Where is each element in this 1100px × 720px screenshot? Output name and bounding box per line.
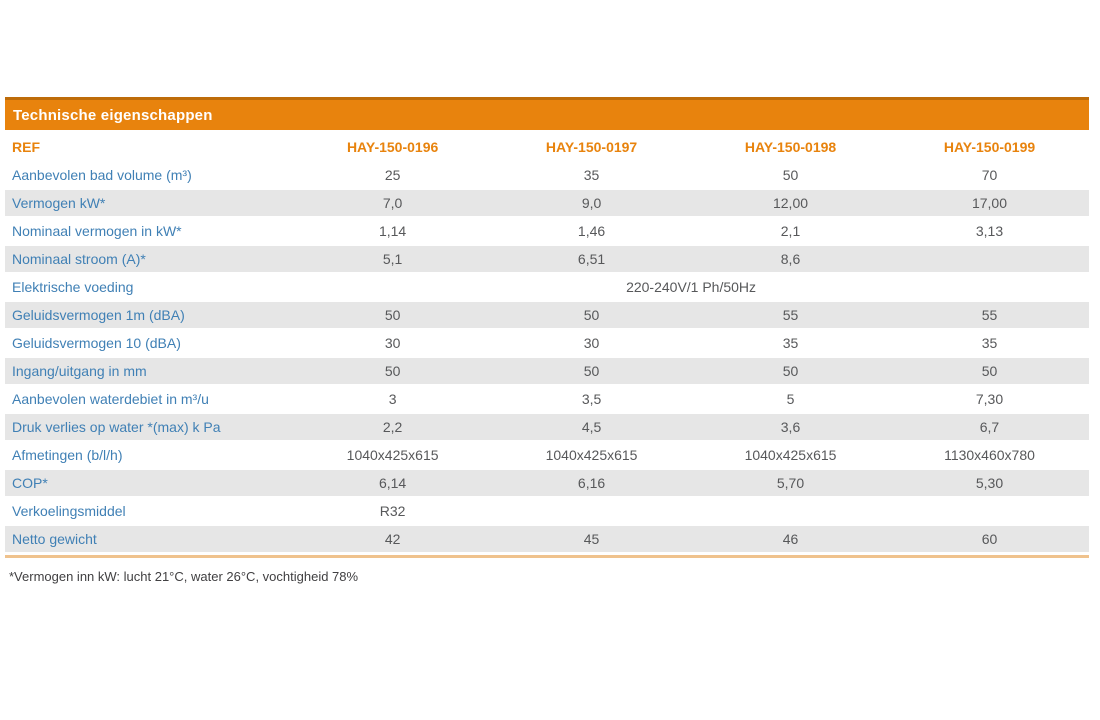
row-label: Nominaal stroom (A)*: [5, 246, 294, 272]
column-header: HAY-150-0197: [545, 139, 638, 155]
cell-value: 60: [889, 526, 1089, 552]
ref-header-row: REF HAY-150-0196 HAY-150-0197 HAY-150-0198…: [5, 134, 1089, 160]
cell-value-span: 220-240V/1 Ph/50Hz: [626, 279, 757, 295]
cell-value: 7,0: [293, 190, 493, 216]
cell-value: 70: [981, 167, 998, 183]
spec-row: Geluidsvermogen 10 (dBA) 30 30 35 35: [5, 330, 1089, 356]
row-label: Druk verlies op water *(max) k Pa: [5, 414, 294, 440]
table-title: Technische eigenschappen: [13, 106, 213, 124]
cell-value: 2,1: [780, 223, 801, 239]
spec-row: Verkoelingsmiddel R32: [5, 498, 1089, 524]
cell-value: 50: [782, 167, 799, 183]
cell-value: 6,14: [293, 470, 493, 496]
cell-value: 50: [293, 358, 493, 384]
row-label: Vermogen kW*: [5, 190, 294, 216]
row-label: COP*: [5, 470, 294, 496]
cell-value: 50: [492, 358, 692, 384]
cell-value: 1,46: [577, 223, 606, 239]
cell-value: 55: [889, 302, 1089, 328]
spec-table-container: Technische eigenschappen REF HAY-150-019…: [5, 97, 1089, 584]
spec-row: Aanbevolen waterdebiet in m³/u 3 3,5 5 7,30: [5, 386, 1089, 412]
row-label: Nominaal vermogen in kW*: [12, 223, 182, 239]
footnote: *Vermogen inn kW: lucht 21°C, water 26°C…: [9, 569, 359, 584]
row-label: Afmetingen (b/l/h): [12, 447, 123, 463]
spec-row: Druk verlies op water *(max) k Pa 2,2 4,5 3…: [5, 414, 1089, 440]
spec-row: Ingang/uitgang in mm 50 50 50 50: [5, 358, 1089, 384]
column-header: HAY-150-0196: [346, 139, 439, 155]
cell-value: 30: [384, 335, 401, 351]
spec-row: Elektrische voeding 220-240V/1 Ph/50Hz: [5, 274, 1089, 300]
spec-row: Geluidsvermogen 1m (dBA) 50 50 55 55: [5, 302, 1089, 328]
cell-value: 1040x425x615: [744, 447, 837, 463]
cell-value: 12,00: [691, 190, 890, 216]
row-label: Geluidsvermogen 1m (dBA): [5, 302, 294, 328]
row-label: Elektrische voeding: [12, 279, 134, 295]
row-label: Geluidsvermogen 10 (dBA): [12, 335, 181, 351]
spec-row: Nominaal vermogen in kW* 1,14 1,46 2,1 3,13: [5, 218, 1089, 244]
spec-row: COP* 6,14 6,16 5,70 5,30: [5, 470, 1089, 496]
cell-value: 30: [583, 335, 600, 351]
cell-value: 1040x425x615: [545, 447, 638, 463]
cell-value: 35: [583, 167, 600, 183]
cell-value: 6,51: [492, 246, 692, 272]
cell-value: [890, 498, 1089, 524]
cell-value: 5,70: [691, 470, 890, 496]
cell-value: 42: [293, 526, 493, 552]
cell-value: 9,0: [492, 190, 692, 216]
column-header: HAY-150-0198: [744, 139, 837, 155]
row-label: Aanbevolen bad volume (m³): [12, 167, 192, 183]
cell-value: 50: [889, 358, 1089, 384]
cell-value: 6,7: [889, 414, 1089, 440]
spec-row: Netto gewicht 42 45 46 60: [5, 526, 1089, 552]
spec-row: Vermogen kW* 7,0 9,0 12,00 17,00: [5, 190, 1089, 216]
table-title-bar: Technische eigenschappen: [5, 97, 1089, 130]
spec-row: Afmetingen (b/l/h) 1040x425x615 1040x425x6…: [5, 442, 1089, 468]
cell-value: 1130x460x780: [944, 447, 1035, 463]
cell-value: 2,2: [293, 414, 493, 440]
row-label: Aanbevolen waterdebiet in m³/u: [12, 391, 209, 407]
cell-value: 35: [782, 335, 799, 351]
cell-value: 1,14: [378, 223, 407, 239]
cell-value: 3,5: [581, 391, 602, 407]
table-bottom-rule: [5, 555, 1089, 558]
row-label: Verkoelingsmiddel: [12, 503, 126, 519]
spec-row: Aanbevolen bad volume (m³) 25 35 50 70: [5, 162, 1089, 188]
ref-label: REF: [12, 139, 40, 155]
cell-value: 35: [981, 335, 998, 351]
cell-value: 3: [388, 391, 397, 407]
spec-row: Nominaal stroom (A)* 5,1 6,51 8,6: [5, 246, 1089, 272]
cell-value: 45: [492, 526, 692, 552]
spec-table: REF HAY-150-0196 HAY-150-0197 HAY-150-0198…: [5, 132, 1089, 554]
row-label: Ingang/uitgang in mm: [5, 358, 294, 384]
cell-value: 7,30: [975, 391, 1004, 407]
cell-value: 5,30: [889, 470, 1089, 496]
cell-value: 50: [293, 302, 493, 328]
row-label: Netto gewicht: [5, 526, 294, 552]
cell-value: [492, 498, 691, 524]
cell-value: 17,00: [889, 190, 1089, 216]
cell-value: 5: [786, 391, 795, 407]
cell-value: 3,6: [691, 414, 890, 440]
cell-value: 5,1: [293, 246, 493, 272]
cell-value: 8,6: [691, 246, 890, 272]
cell-value: 4,5: [492, 414, 692, 440]
cell-value: 6,16: [492, 470, 692, 496]
column-header: HAY-150-0199: [943, 139, 1036, 155]
cell-value: 50: [691, 358, 890, 384]
cell-value: 46: [691, 526, 890, 552]
cell-value: 3,13: [975, 223, 1004, 239]
cell-value: 50: [492, 302, 692, 328]
cell-value: 25: [384, 167, 401, 183]
cell-value: 1040x425x615: [346, 447, 439, 463]
cell-value: 55: [691, 302, 890, 328]
cell-value: [691, 498, 890, 524]
cell-value: R32: [379, 503, 406, 519]
cell-value: [889, 246, 1089, 272]
